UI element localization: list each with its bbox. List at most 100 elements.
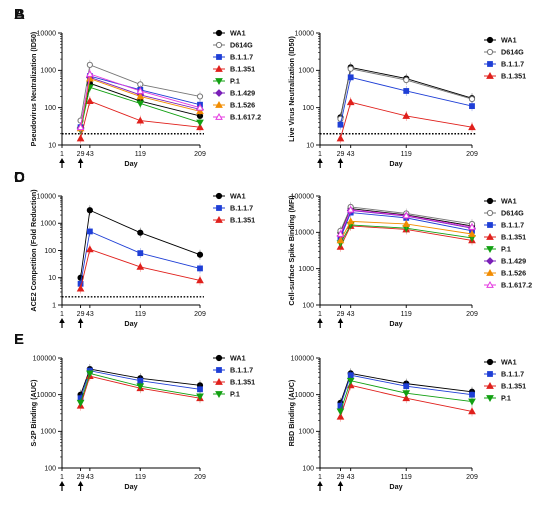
series-b-1-526: B.1.526	[336, 216, 526, 278]
legend-label: B.1.351	[501, 382, 526, 391]
series-line	[80, 372, 201, 403]
series-b-1-617-2: B.1.617.2	[76, 68, 261, 133]
data-point	[468, 407, 476, 415]
series-line	[80, 86, 201, 131]
series-line	[340, 208, 473, 233]
legend-label: D614G	[501, 209, 524, 218]
y-tick-label: 10000	[295, 30, 315, 37]
data-point	[336, 412, 345, 420]
series-line	[340, 220, 473, 241]
series-line	[80, 73, 201, 128]
x-axis-label: Day	[389, 319, 402, 328]
y-tick-label: 100000	[291, 355, 314, 362]
legend-label: B.1.1.7	[230, 366, 253, 375]
legend-label: B.1.429	[230, 89, 255, 98]
data-point	[137, 229, 144, 236]
legend-label: B.1.617.2	[501, 281, 532, 290]
legend-label: WA1	[230, 29, 246, 38]
x-tick-label: 1	[318, 151, 322, 158]
y-tick-label: 100000	[291, 193, 314, 200]
y-tick-label: 100	[44, 465, 56, 472]
legend-marker	[215, 391, 223, 399]
legend-marker	[215, 78, 223, 86]
series-line	[340, 225, 473, 247]
legend-marker	[216, 367, 222, 373]
data-point	[469, 103, 475, 110]
x-tick-label: 29	[337, 151, 345, 158]
y-tick-label: 10000	[37, 193, 57, 200]
data-point	[136, 262, 145, 270]
series-line	[340, 374, 473, 406]
legend-label: WA1	[230, 192, 246, 201]
data-point	[196, 276, 204, 284]
data-point	[137, 250, 144, 257]
legend-label: P.1	[501, 245, 511, 254]
data-point	[336, 229, 345, 237]
y-axis-label: Cell-surface Spike Binding (MFI)	[287, 195, 296, 306]
series-p-1: P.1	[336, 375, 511, 417]
x-tick-label: 29	[77, 474, 85, 481]
legend-label: WA1	[501, 36, 517, 45]
legend-label: B.1.351	[501, 233, 526, 242]
y-tick-label: 10	[48, 275, 56, 282]
x-tick-label: 209	[194, 151, 206, 158]
data-point	[196, 119, 204, 127]
panel-letter: A	[14, 6, 25, 23]
y-axis-label: RBD Binding (AUC)	[287, 379, 296, 446]
x-tick-label: 119	[135, 311, 146, 318]
x-tick-label: 1	[60, 311, 64, 318]
series-line	[340, 209, 473, 235]
panel-letter: E	[14, 331, 24, 348]
data-point	[403, 76, 410, 84]
y-tick-label: 1000	[40, 429, 56, 436]
data-point	[197, 386, 203, 393]
x-axis-label: Day	[124, 319, 137, 328]
data-point	[86, 228, 93, 235]
data-point	[76, 284, 85, 292]
series-line	[340, 68, 473, 119]
series-b-1-351: B.1.351	[336, 72, 526, 144]
series-b-1-617-2: B.1.617.2	[336, 204, 532, 290]
legend-marker	[216, 54, 222, 60]
data-point	[197, 265, 203, 272]
series-line	[80, 230, 201, 284]
y-tick-label: 10	[306, 142, 314, 149]
data-point	[468, 222, 476, 230]
legend-label: WA1	[501, 358, 517, 367]
legend-label: P.1	[230, 390, 240, 399]
legend-label: B.1.429	[501, 257, 526, 266]
panel-e: E 100 1000 10000 100000 1 29 43 119 209 Day S-2P Bi…	[14, 331, 255, 491]
data-point	[468, 95, 476, 103]
panel-a: A 10 100 1000 10000 1 29 43 119 209 Day Pseudovirus…	[14, 6, 261, 168]
x-tick-label: 1	[60, 474, 64, 481]
legend-marker	[215, 377, 223, 385]
series-wa1: WA1	[77, 192, 246, 283]
data-point	[347, 74, 354, 81]
y-tick-label: 1000	[40, 221, 56, 228]
series-b-1-351: B.1.351	[336, 380, 526, 422]
legend-marker	[486, 209, 494, 217]
x-tick-label: 209	[466, 151, 478, 158]
data-point	[468, 398, 476, 406]
legend-label: B.1.351	[230, 378, 255, 387]
x-tick-label: 1	[60, 151, 64, 158]
y-tick-label: 1000	[298, 429, 314, 436]
series-line	[340, 380, 473, 412]
x-axis-label: Day	[124, 482, 137, 491]
legend-label: B.1.351	[230, 216, 255, 225]
x-tick-label: 119	[135, 151, 146, 158]
x-axis-label: Day	[124, 159, 137, 168]
dose-arrow-head-icon	[337, 318, 344, 323]
legend-marker	[216, 205, 222, 211]
series-line	[340, 206, 473, 232]
series-b-1-429: B.1.429	[336, 205, 526, 266]
x-tick-label: 43	[86, 151, 94, 158]
y-tick-label: 10000	[37, 392, 57, 399]
y-tick-label: 10	[48, 142, 56, 149]
y-tick-label: 100	[302, 302, 314, 309]
series-line	[80, 64, 201, 121]
data-point	[403, 383, 410, 390]
legend-marker	[486, 268, 494, 276]
legend-marker	[215, 41, 223, 49]
series-line	[80, 209, 201, 278]
